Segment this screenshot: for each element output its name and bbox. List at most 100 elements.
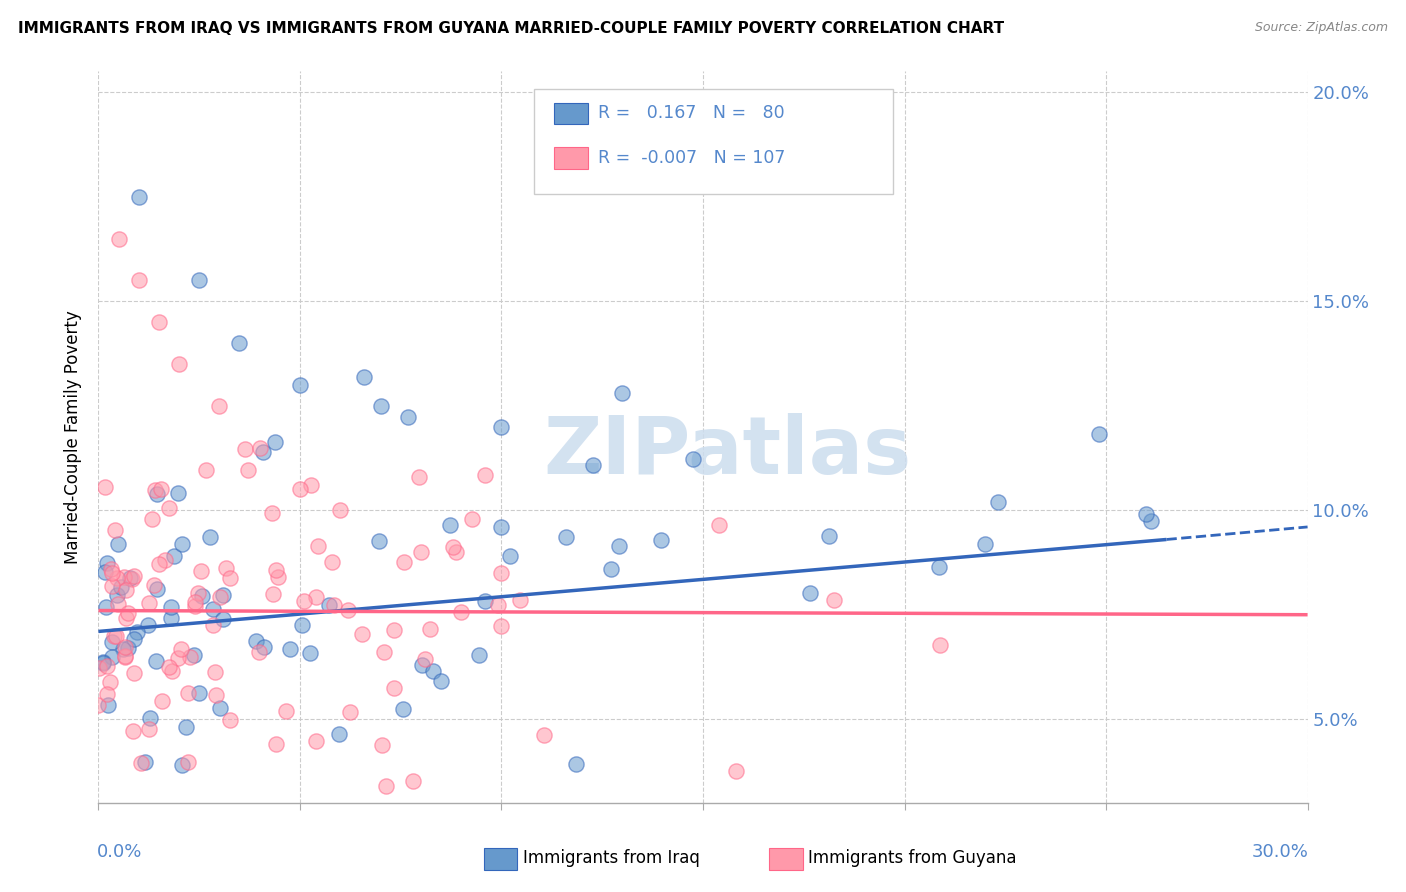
Point xyxy=(491,566,513,580)
Point xyxy=(159,660,181,674)
Point xyxy=(194,463,217,477)
Point xyxy=(112,641,135,656)
Point xyxy=(682,451,704,466)
Point xyxy=(929,638,952,652)
Point xyxy=(167,357,190,371)
Point xyxy=(446,545,468,559)
Point xyxy=(233,442,256,457)
Point xyxy=(987,494,1010,508)
Point xyxy=(1135,507,1157,521)
Point xyxy=(114,649,136,664)
Point xyxy=(278,642,301,657)
Point xyxy=(148,557,170,571)
Point xyxy=(264,737,287,751)
Point xyxy=(215,561,238,575)
Point xyxy=(208,399,231,413)
Point xyxy=(264,563,287,577)
Point xyxy=(117,606,139,620)
Point xyxy=(305,734,328,748)
Point xyxy=(650,533,672,547)
Point xyxy=(177,756,200,770)
Point xyxy=(253,640,276,655)
Text: R =   0.167   N =   80: R = 0.167 N = 80 xyxy=(598,104,785,122)
Point xyxy=(100,649,122,664)
Point xyxy=(121,723,143,738)
Point xyxy=(124,569,146,583)
Point xyxy=(236,463,259,477)
Point xyxy=(172,537,194,551)
Point xyxy=(136,617,159,632)
Y-axis label: Married-Couple Family Poverty: Married-Couple Family Poverty xyxy=(65,310,83,564)
Point xyxy=(219,571,242,585)
Point xyxy=(709,517,731,532)
Point xyxy=(262,587,284,601)
Point xyxy=(198,530,221,544)
Point xyxy=(179,650,201,665)
Point xyxy=(329,503,352,517)
Point xyxy=(110,580,132,594)
Point xyxy=(321,555,343,569)
Point xyxy=(184,595,207,609)
Point xyxy=(298,646,321,660)
Point xyxy=(146,486,169,500)
Point xyxy=(292,594,315,608)
Point xyxy=(125,624,148,639)
Point xyxy=(184,599,207,613)
Point xyxy=(384,623,406,637)
Point xyxy=(187,586,209,600)
Point xyxy=(304,590,326,604)
Point xyxy=(100,562,122,576)
Point xyxy=(599,562,621,576)
Point xyxy=(499,549,522,563)
Point xyxy=(141,511,163,525)
Point xyxy=(474,594,496,608)
Point xyxy=(139,711,162,725)
Point xyxy=(167,486,190,500)
Point xyxy=(374,779,396,793)
Point xyxy=(564,757,586,772)
Point xyxy=(461,511,484,525)
Point xyxy=(249,441,271,455)
Point xyxy=(441,540,464,554)
Point xyxy=(190,565,212,579)
Point xyxy=(371,738,394,752)
Point xyxy=(205,688,228,702)
Point xyxy=(107,537,129,551)
Point xyxy=(159,501,181,516)
Point xyxy=(105,629,128,643)
Point xyxy=(91,656,114,670)
Point xyxy=(146,582,169,596)
Point xyxy=(486,598,509,612)
Point xyxy=(94,480,117,494)
Point xyxy=(1140,514,1163,528)
Point xyxy=(291,618,314,632)
Point xyxy=(367,533,389,548)
Point xyxy=(94,600,117,615)
Point xyxy=(382,681,405,695)
Point xyxy=(337,603,360,617)
Point xyxy=(96,659,118,673)
Point xyxy=(160,599,183,614)
Point xyxy=(474,467,496,482)
Point xyxy=(299,477,322,491)
Point xyxy=(115,583,138,598)
Point xyxy=(129,756,152,771)
Point xyxy=(555,530,578,544)
Point xyxy=(188,273,211,287)
Text: Source: ZipAtlas.com: Source: ZipAtlas.com xyxy=(1254,21,1388,34)
Point xyxy=(103,524,125,538)
Point xyxy=(114,640,136,654)
Point xyxy=(245,634,267,648)
Point xyxy=(491,419,513,434)
Point xyxy=(183,648,205,662)
Point xyxy=(373,645,395,659)
Point xyxy=(370,399,392,413)
Text: 30.0%: 30.0% xyxy=(1251,843,1309,861)
Point xyxy=(322,599,344,613)
Point xyxy=(148,315,170,329)
Point xyxy=(162,549,184,563)
Point xyxy=(582,458,605,473)
Point xyxy=(93,657,115,671)
Point xyxy=(392,555,415,569)
Point xyxy=(114,649,136,664)
